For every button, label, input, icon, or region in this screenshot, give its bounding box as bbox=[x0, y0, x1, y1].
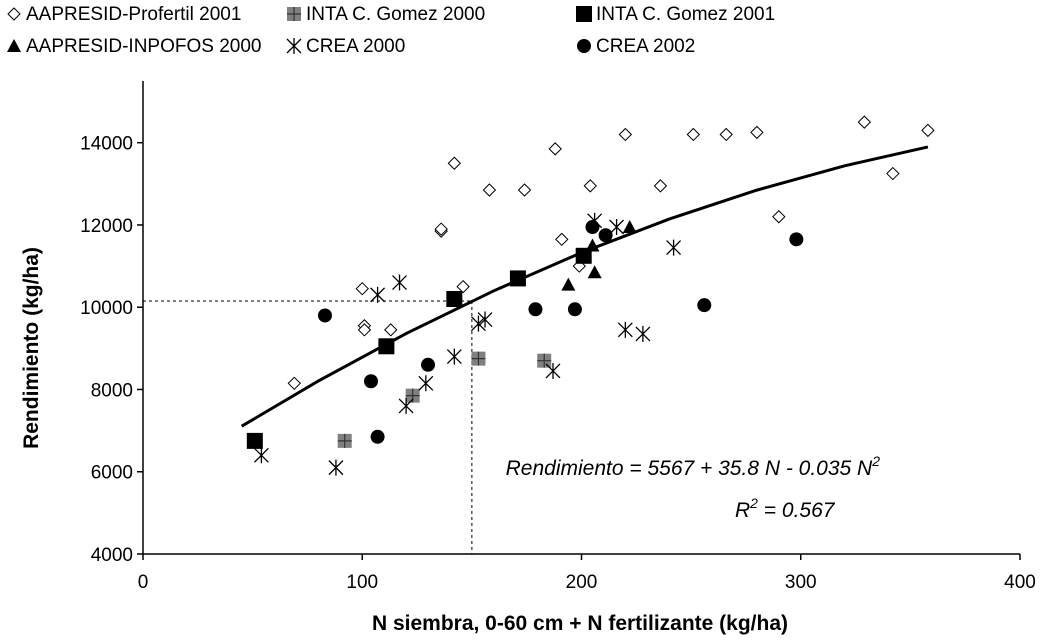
marker bbox=[575, 247, 592, 264]
marker bbox=[384, 323, 398, 337]
y-tick-label: 10000 bbox=[80, 298, 133, 319]
marker bbox=[447, 156, 462, 170]
marker bbox=[392, 274, 407, 291]
r2-rest: = 0.567 bbox=[758, 499, 836, 522]
marker-cross bbox=[537, 353, 552, 368]
marker bbox=[577, 39, 591, 53]
y-tick-label: 12000 bbox=[80, 216, 133, 237]
marker bbox=[622, 220, 637, 234]
marker bbox=[370, 429, 385, 444]
marker bbox=[618, 127, 633, 142]
equation-text: Rendimiento = 5567 + 35.8 N - 0.035 N bbox=[506, 457, 873, 480]
marker bbox=[287, 376, 301, 391]
r2-exponent: 2 bbox=[749, 495, 758, 511]
legend-label: AAPRESID-INPOFOS 2000 bbox=[26, 36, 261, 57]
marker bbox=[471, 351, 486, 366]
marker bbox=[253, 447, 269, 464]
x-tick-label: 400 bbox=[1004, 572, 1036, 593]
x-axis-label: N siembra, 0-60 cm + N fertilizante (kg/… bbox=[372, 612, 788, 635]
marker bbox=[328, 459, 344, 476]
trendline bbox=[240, 145, 929, 428]
marker bbox=[653, 179, 668, 193]
marker bbox=[246, 432, 263, 449]
y-axis-label: Rendimiento (kg/ha) bbox=[20, 247, 43, 449]
y-tick-label: 14000 bbox=[80, 134, 133, 155]
marker bbox=[666, 239, 682, 256]
marker bbox=[355, 282, 369, 296]
marker bbox=[434, 222, 448, 236]
x-tick-label: 300 bbox=[785, 572, 817, 593]
legend-label: AAPRESID-Profertil 2001 bbox=[26, 4, 241, 25]
r2-text: R bbox=[735, 499, 750, 522]
marker bbox=[509, 270, 526, 287]
marker bbox=[456, 279, 470, 294]
legend-label: INTA C. Gomez 2000 bbox=[306, 4, 485, 25]
marker bbox=[697, 298, 712, 313]
marker-cross bbox=[337, 433, 352, 448]
marker bbox=[398, 397, 414, 414]
marker bbox=[583, 179, 597, 193]
marker bbox=[576, 6, 592, 22]
marker bbox=[287, 7, 301, 21]
legend-label: CREA 2000 bbox=[306, 36, 405, 57]
marker bbox=[587, 265, 602, 279]
marker bbox=[418, 375, 434, 392]
y-tick-label: 6000 bbox=[91, 463, 133, 484]
marker bbox=[548, 142, 562, 156]
x-tick-label: 0 bbox=[138, 572, 149, 593]
marker bbox=[789, 232, 804, 247]
marker bbox=[357, 323, 372, 337]
marker bbox=[364, 374, 379, 389]
marker bbox=[286, 38, 302, 54]
marker bbox=[772, 210, 786, 224]
r-squared: R2 = 0.567 bbox=[735, 495, 836, 522]
marker-cross bbox=[471, 351, 486, 366]
marker bbox=[750, 125, 764, 140]
equation: Rendimiento = 5567 + 35.8 N - 0.035 N2 bbox=[506, 453, 881, 480]
marker-cross bbox=[287, 7, 301, 21]
legend-label: CREA 2002 bbox=[596, 36, 695, 57]
marker bbox=[446, 348, 462, 365]
marker bbox=[477, 311, 493, 328]
marker bbox=[921, 123, 935, 138]
marker bbox=[617, 321, 633, 338]
marker bbox=[686, 127, 701, 142]
marker bbox=[555, 232, 569, 247]
marker bbox=[421, 357, 436, 372]
marker bbox=[337, 433, 352, 448]
marker bbox=[545, 362, 561, 379]
marker bbox=[528, 302, 543, 317]
marker bbox=[446, 290, 463, 307]
marker bbox=[635, 325, 651, 342]
marker bbox=[378, 338, 395, 355]
marker bbox=[482, 183, 497, 197]
marker bbox=[317, 308, 332, 323]
marker bbox=[517, 183, 532, 197]
equation-exponent: 2 bbox=[871, 453, 880, 469]
x-tick-label: 200 bbox=[566, 572, 598, 593]
marker-cross bbox=[405, 388, 420, 403]
marker bbox=[719, 127, 733, 142]
y-tick-label: 4000 bbox=[91, 545, 133, 566]
marker bbox=[405, 388, 420, 403]
marker bbox=[886, 166, 900, 181]
legend-label: INTA C. Gomez 2001 bbox=[596, 4, 775, 25]
marker bbox=[537, 353, 552, 368]
marker bbox=[585, 220, 600, 235]
marker bbox=[585, 238, 600, 252]
marker bbox=[598, 228, 613, 243]
marker bbox=[470, 315, 486, 332]
y-tick-label: 8000 bbox=[91, 380, 133, 401]
marker bbox=[7, 7, 21, 21]
marker bbox=[370, 286, 386, 303]
marker bbox=[7, 39, 21, 52]
marker bbox=[857, 115, 872, 129]
x-tick-label: 100 bbox=[346, 572, 378, 593]
marker bbox=[609, 219, 625, 236]
marker bbox=[567, 302, 582, 317]
marker bbox=[561, 277, 576, 291]
